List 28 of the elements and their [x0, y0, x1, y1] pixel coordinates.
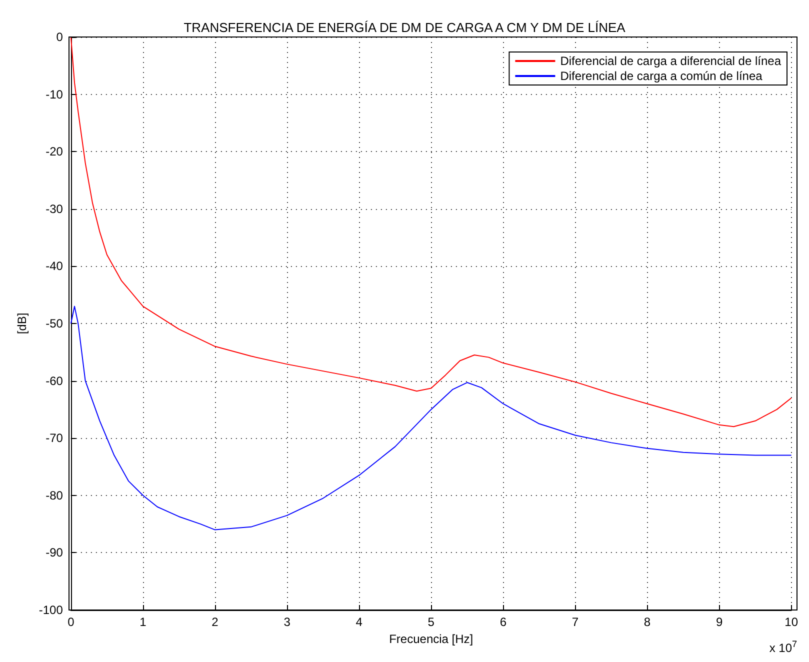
chart-title: TRANSFERENCIA DE ENERGÍA DE DM DE CARGA A CM Y DM DE LÍNEA: [184, 20, 626, 35]
x-tick-label: 1: [140, 615, 147, 629]
y-tick-label: -30: [46, 202, 64, 216]
y-tick-label: -60: [46, 374, 64, 388]
y-tick-label: -40: [46, 259, 64, 274]
x-tick-label: 2: [212, 615, 219, 629]
x-tick-label: 6: [500, 615, 507, 629]
y-tick-label: 0: [56, 30, 64, 44]
y-tick-label: -80: [46, 488, 64, 502]
y-tick-label: -70: [46, 431, 64, 446]
x-tick-label: 7: [572, 615, 579, 629]
x-tick-label: 10: [784, 615, 798, 629]
y-tick-label: -20: [46, 144, 64, 159]
x-tick-label: 9: [716, 615, 723, 629]
legend-label: Diferencial de carga a común de línea: [560, 69, 763, 83]
y-tick-label: -90: [46, 546, 64, 560]
y-tick-label: -100: [38, 603, 64, 617]
y-tick-label: -10: [46, 87, 64, 102]
x-tick-label: 0: [68, 615, 75, 629]
x-tick-label: 4: [356, 615, 363, 629]
y-tick-label: -50: [46, 316, 64, 330]
x-tick-label: 5: [428, 615, 435, 629]
x-axis-title: Frecuencia [Hz]: [389, 632, 474, 646]
x-tick-label: 8: [644, 615, 651, 629]
legend-label: Diferencial de carga a diferencial de línea: [560, 54, 782, 68]
line-series: [70, 306, 792, 530]
y-axis-title: [dB]: [15, 312, 29, 334]
x-tick-label: 3: [284, 615, 291, 629]
